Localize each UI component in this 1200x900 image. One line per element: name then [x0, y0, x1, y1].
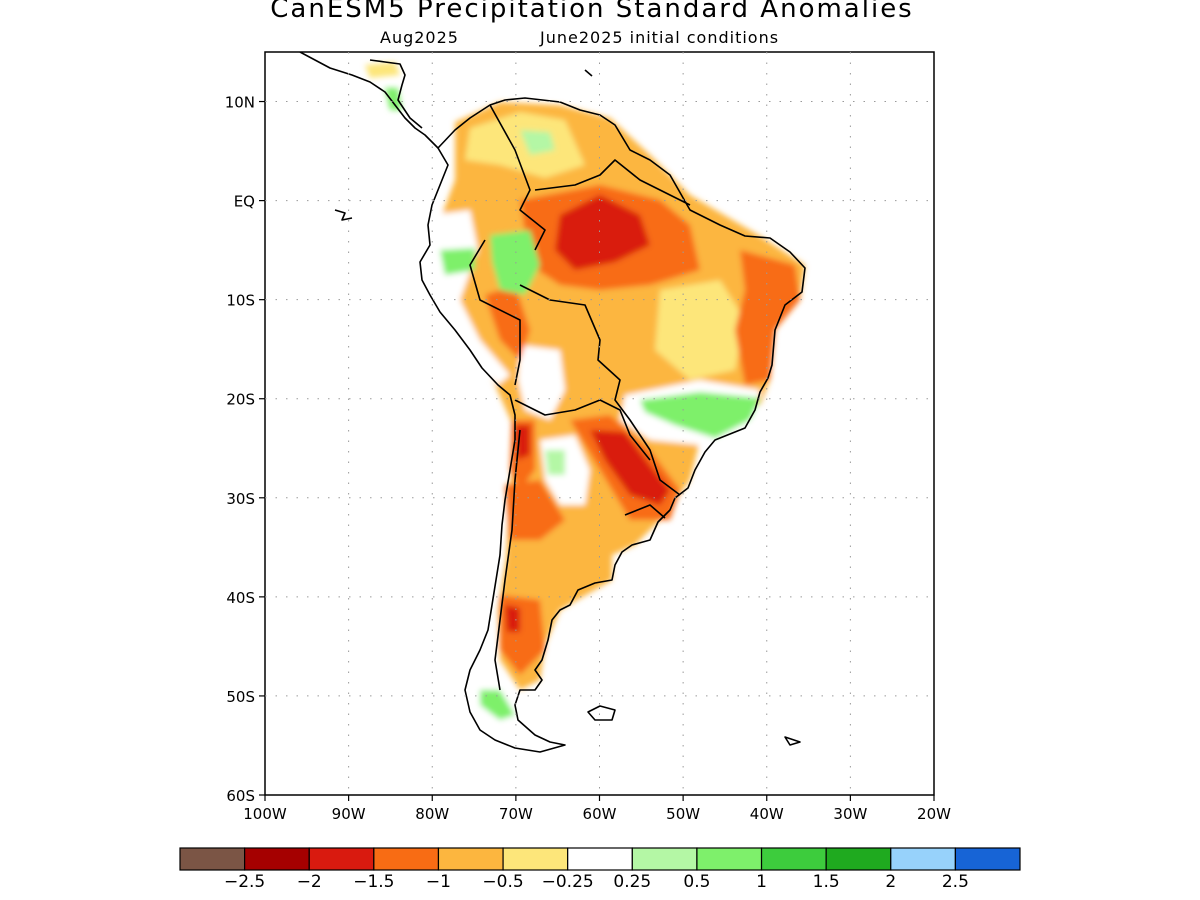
- valid-month: Aug2025: [380, 28, 459, 47]
- neutral-patch-north: [465, 112, 585, 178]
- colorbar-label: 0.25: [613, 872, 651, 892]
- dry-patch-east-coast: [735, 250, 800, 385]
- lat-tick-label: EQ: [234, 193, 255, 211]
- dry-patch-argentina: [505, 480, 565, 540]
- colorbar-swatch: [308, 847, 375, 871]
- neutral-patch-bolivia: [518, 345, 565, 420]
- colorbar-label: −2: [297, 872, 322, 892]
- colorbar-label: 0.5: [683, 872, 710, 892]
- wet-patch-colombia: [490, 230, 540, 295]
- lon-tick-label: 60W: [583, 805, 617, 823]
- colorbar-swatch: [244, 847, 310, 871]
- colorbar-swatch: [437, 847, 504, 871]
- border-brazil-west: [519, 284, 681, 496]
- colorbar-label: −1.5: [353, 872, 394, 892]
- south-america-coastline: [419, 97, 806, 753]
- dry-patch-mexico: [365, 62, 400, 78]
- colorbar-swatch: [760, 847, 827, 871]
- lon-tick-label: 70W: [499, 805, 533, 823]
- lon-tick-label: 30W: [833, 805, 867, 823]
- map-title: CanESM5 Precipitation Standard Anomalies: [270, 0, 914, 24]
- very-dry-patch-paraguay: [590, 430, 670, 505]
- wet-patch-chaco: [545, 450, 565, 475]
- border-brazil-north: [534, 159, 691, 206]
- very-dry-patch-chile: [515, 425, 530, 460]
- wet-patch-venezuela: [520, 130, 555, 155]
- lat-tick-label: 10N: [225, 94, 255, 112]
- border-peru-bolivia: [469, 239, 521, 386]
- colorbar-swatch: [890, 847, 956, 871]
- neutral-patch-brazil-east: [655, 280, 745, 380]
- lat-tick-label: 10S: [226, 292, 255, 310]
- dry-patch-peru: [485, 285, 530, 360]
- colorbar-swatch: [696, 847, 763, 871]
- central-america-north-coastline: [369, 59, 423, 129]
- lat-tick-label: 40S: [226, 589, 255, 607]
- colorbar-label: 2.5: [942, 872, 969, 892]
- colorbar-swatch: [954, 847, 1021, 871]
- colorbar-swatch: [567, 847, 633, 871]
- colorbar-swatch: [373, 847, 440, 871]
- colorbar-label: −1: [426, 872, 451, 892]
- lon-tick-label: 40W: [750, 805, 784, 823]
- colorbar-label: −0.25: [542, 872, 594, 892]
- lat-tick-label: 20S: [226, 391, 255, 409]
- lon-tick-label: 20W: [917, 805, 951, 823]
- colorbar-label: −2.5: [224, 872, 265, 892]
- anomaly-field: [365, 62, 805, 748]
- graticule: [265, 52, 934, 795]
- colorbar-swatch: [179, 847, 246, 871]
- colorbar-swatch: [825, 847, 892, 871]
- lon-tick-label: 100W: [243, 805, 287, 823]
- galapagos: [334, 209, 353, 221]
- wet-patch-se-brazil: [640, 392, 760, 438]
- trinidad: [584, 69, 593, 77]
- lon-tick-label: 80W: [415, 805, 449, 823]
- central-america-coastline: [299, 52, 439, 149]
- colorbar-swatch: [502, 847, 569, 871]
- lon-tick-label: 50W: [666, 805, 700, 823]
- lat-tick-label: 50S: [226, 688, 255, 706]
- very-dry-patch-amazon: [555, 195, 650, 270]
- colorbar-label: −0.5: [482, 872, 523, 892]
- lat-tick-label: 30S: [226, 490, 255, 508]
- wet-patch-central-america: [385, 88, 402, 110]
- wet-patch-patagonia: [480, 690, 515, 720]
- lat-tick-label: 60S: [226, 787, 255, 805]
- colorbar: −2.5 −2 −1.5 −1 −0.5 −0.25 0.25 0.5 1 1.5 2 2.5: [179, 847, 1021, 892]
- colorbar-label: 1.5: [813, 872, 840, 892]
- colorbar-label: 2: [885, 872, 896, 892]
- lon-tick-label: 90W: [332, 805, 366, 823]
- initial-conditions: June2025 initial conditions: [540, 28, 780, 47]
- colorbar-swatch: [631, 847, 698, 871]
- colorbar-label: 1: [756, 872, 767, 892]
- wet-patch-ecuador: [440, 248, 475, 275]
- coastlines: [299, 52, 806, 753]
- very-dry-patch-patagonia: [505, 605, 520, 632]
- border-chile-argentina: [494, 429, 521, 691]
- border-uruguay: [624, 504, 666, 519]
- border-colombia-venezuela: [489, 104, 546, 251]
- falklands: [587, 705, 616, 721]
- south-georgia: [784, 736, 801, 746]
